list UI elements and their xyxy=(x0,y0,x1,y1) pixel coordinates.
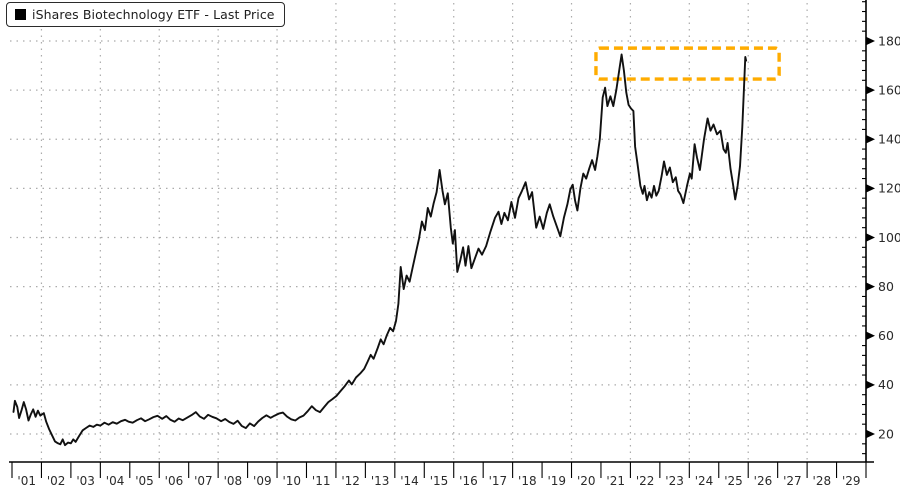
y-tick-arrow-icon xyxy=(866,135,875,144)
x-year-label: '16 xyxy=(459,474,478,488)
x-year-label: '23 xyxy=(665,474,684,488)
y-axis-tick-label: 180 xyxy=(878,33,900,48)
x-year-label: '19 xyxy=(548,474,567,488)
annotation-dashed-box xyxy=(594,46,781,81)
x-year-label: '15 xyxy=(430,474,449,488)
y-tick-arrow-icon xyxy=(866,282,875,291)
legend: iShares Biotechnology ETF - Last Price xyxy=(6,2,285,27)
x-year-label: '12 xyxy=(341,474,360,488)
x-year-label: '11 xyxy=(312,474,331,488)
x-year-label: '28 xyxy=(813,474,832,488)
y-tick-arrow-icon xyxy=(866,429,875,439)
x-year-label: '05 xyxy=(135,474,154,488)
x-year-label: '24 xyxy=(695,474,714,488)
x-year-label: '07 xyxy=(194,474,213,488)
x-year-label: '03 xyxy=(76,474,95,488)
y-axis-tick-label: 140 xyxy=(878,132,900,147)
x-year-label: '21 xyxy=(606,474,625,488)
x-year-label: '22 xyxy=(636,474,655,488)
x-year-label: '14 xyxy=(400,474,419,488)
x-year-label: '02 xyxy=(47,474,66,488)
x-year-label: '25 xyxy=(724,474,743,488)
y-axis-tick-label: 80 xyxy=(878,279,894,294)
y-tick-arrow-icon xyxy=(866,380,875,390)
x-year-label: '08 xyxy=(224,474,243,488)
x-year-label: '29 xyxy=(842,474,861,488)
y-axis-tick-label: 20 xyxy=(878,426,894,441)
y-axis-tick-label: 40 xyxy=(878,377,894,392)
y-tick-arrow-icon xyxy=(866,331,875,340)
x-year-label: '27 xyxy=(783,474,802,488)
y-axis-tick-label: 100 xyxy=(878,230,900,245)
y-tick-arrow-icon xyxy=(866,85,875,95)
y-tick-arrow-icon xyxy=(866,233,875,242)
x-year-label: '13 xyxy=(371,474,390,488)
y-axis-tick-label: 160 xyxy=(878,82,900,97)
legend-square-marker-icon xyxy=(15,9,26,20)
x-year-label: '10 xyxy=(282,474,301,488)
x-year-label: '01 xyxy=(17,474,36,488)
y-axis-tick-label: 60 xyxy=(878,328,894,343)
legend-label: iShares Biotechnology ETF - Last Price xyxy=(32,7,275,22)
x-year-label: '20 xyxy=(577,474,596,488)
x-year-label: '26 xyxy=(754,474,773,488)
x-year-label: '18 xyxy=(518,474,537,488)
x-year-label: '04 xyxy=(106,474,125,488)
y-tick-arrow-icon xyxy=(866,36,875,46)
y-tick-arrow-icon xyxy=(866,184,875,193)
x-year-label: '17 xyxy=(489,474,508,488)
x-year-label: '09 xyxy=(253,474,272,488)
x-year-label: '06 xyxy=(165,474,184,488)
y-axis-tick-label: 120 xyxy=(878,181,900,196)
price-line-path xyxy=(12,53,748,447)
